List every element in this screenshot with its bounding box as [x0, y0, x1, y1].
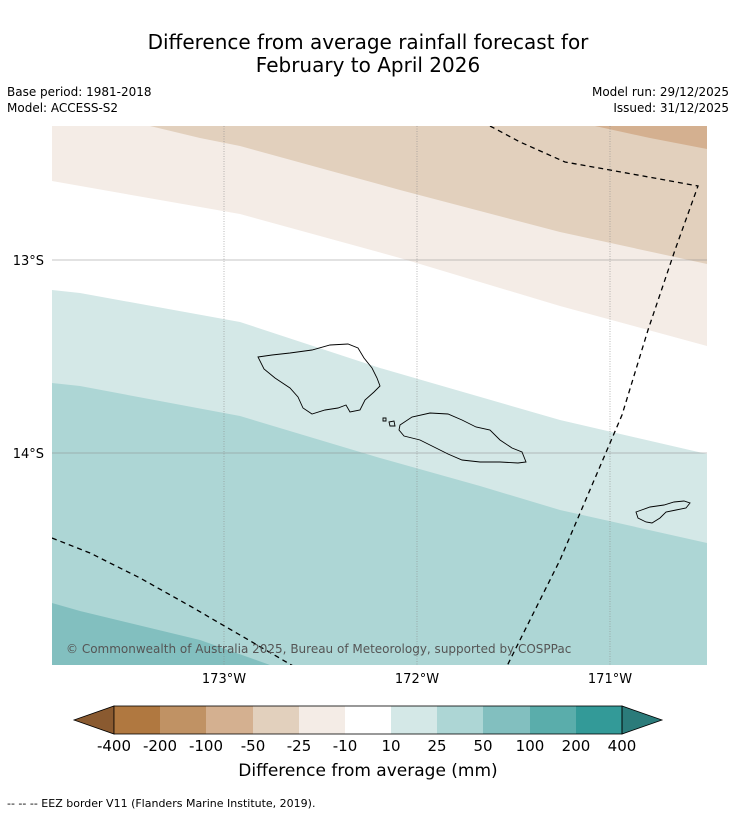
lat-label-14s: 14°S	[13, 447, 44, 462]
colorbar-swatch-3	[206, 706, 253, 734]
meta-right: Model run: 29/12/2025 Issued: 31/12/2025	[592, 84, 729, 116]
band-pos-25	[52, 383, 707, 665]
copyright-text: © Commonwealth of Australia 2025, Bureau…	[66, 642, 571, 656]
band-neg-25	[150, 126, 707, 264]
colorbar-label-3: -100	[189, 737, 223, 755]
colorbar-label-9: 50	[473, 737, 492, 755]
island-upolu	[398, 412, 527, 464]
colorbar-arrow-right	[621, 705, 664, 735]
base-period: Base period: 1981-2018	[7, 85, 152, 99]
island-manono	[388, 420, 396, 427]
colorbar-label-7: 10	[381, 737, 400, 755]
model-run: Model run: 29/12/2025	[591, 85, 729, 99]
island-apolima	[382, 417, 387, 422]
colorbar-label-4: -50	[241, 737, 266, 755]
island-tutuila	[635, 500, 691, 524]
title-line-1: Difference from average rainfall forecas…	[147, 30, 589, 54]
issued-date: Issued: 31/12/2025	[613, 101, 729, 115]
colorbar-label-1: -400	[97, 737, 131, 755]
colorbar-swatch-9	[483, 706, 530, 734]
colorbar-swatch-8	[437, 706, 483, 734]
colorbar-outline	[113, 705, 623, 735]
lon-label-173w: 173°W	[202, 672, 246, 687]
colorbar: -400 -200 -100 -50 -25 -10 10 25 50 100 …	[72, 705, 664, 755]
colorbar-swatch-7	[391, 706, 437, 734]
colorbar-label-8: 25	[427, 737, 446, 755]
colorbar-title: Difference from average (mm)	[238, 761, 498, 781]
colorbar-label-12: 400	[608, 737, 637, 755]
graticule	[52, 126, 707, 665]
model-name: Model: ACCESS-S2	[7, 101, 119, 115]
colorbar-label-2: -200	[143, 737, 177, 755]
meta-left: Base period: 1981-2018 Model: ACCESS-S2	[7, 84, 152, 116]
eez-footnote: -- -- -- EEZ border V11 (Flanders Marine…	[7, 797, 316, 810]
colorbar-swatch-5	[299, 706, 345, 734]
band-neg-50	[595, 126, 707, 149]
colorbar-swatch-4	[253, 706, 299, 734]
colorbar-swatch-1	[114, 706, 160, 734]
lon-label-172w: 172°W	[395, 672, 439, 687]
colorbar-label-10: 100	[516, 737, 545, 755]
colorbar-swatch-10	[530, 706, 576, 734]
band-pos-50	[52, 603, 270, 665]
eez-border-east	[489, 126, 699, 665]
colorbar-swatch-2	[160, 706, 206, 734]
colorbar-swatch-11	[576, 706, 622, 734]
chart-title: Difference from average rainfall forecas…	[0, 31, 736, 77]
colorbar-label-6: -10	[333, 737, 358, 755]
colorbar-arrow-left	[72, 705, 115, 735]
map-area: © Commonwealth of Australia 2025, Bureau…	[52, 126, 707, 665]
colorbar-label-11: 200	[562, 737, 591, 755]
lon-label-171w: 171°W	[588, 672, 632, 687]
title-line-2: February to April 2026	[255, 53, 481, 77]
colorbar-swatch-6	[345, 706, 391, 734]
colorbar-label-5: -25	[287, 737, 312, 755]
lat-label-13s: 13°S	[13, 254, 44, 269]
island-savaii	[257, 343, 381, 415]
